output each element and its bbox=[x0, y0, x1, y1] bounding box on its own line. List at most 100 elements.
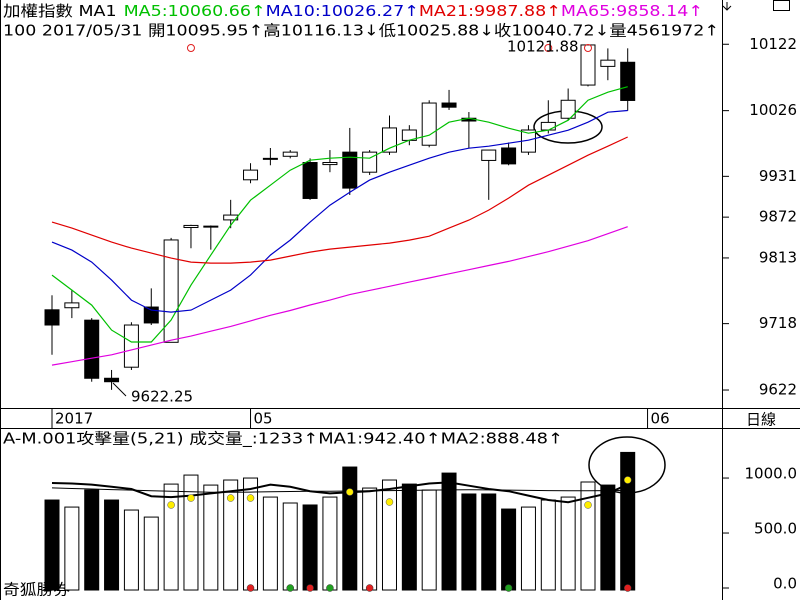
signal-dot bbox=[623, 584, 632, 592]
candle-body bbox=[322, 162, 338, 166]
signal-dot bbox=[504, 584, 513, 592]
candle-body bbox=[481, 149, 497, 161]
volume-bar bbox=[421, 489, 437, 591]
volume-bar bbox=[461, 493, 477, 591]
y-tick-label: 9718 bbox=[759, 314, 797, 332]
ma-line bbox=[51, 86, 628, 343]
volume-bar bbox=[262, 496, 278, 591]
footer-note: 奇狐勝券 bbox=[3, 581, 70, 599]
candle-body bbox=[381, 127, 397, 153]
candle-body bbox=[84, 319, 100, 379]
volume-bar bbox=[223, 479, 239, 591]
volume-bar bbox=[441, 472, 457, 591]
volume-bar bbox=[620, 451, 636, 591]
legend-title: 加權指數 MA1 bbox=[3, 2, 117, 20]
signal-marker bbox=[584, 44, 593, 52]
legend-entry: MA10:10026.27↑ bbox=[266, 2, 419, 20]
candle-body bbox=[223, 214, 239, 221]
y-tick-label: 9872 bbox=[759, 208, 797, 226]
indicator-dot bbox=[246, 494, 255, 502]
ma-line bbox=[51, 226, 628, 366]
quote-info: 100 2017/05/31 開10095.95↑高10116.13↓低1002… bbox=[3, 22, 719, 40]
window-button[interactable] bbox=[773, 0, 790, 11]
candle-body bbox=[362, 151, 378, 173]
candle-body bbox=[580, 44, 596, 86]
candle-body bbox=[262, 157, 278, 160]
volume-bar bbox=[401, 483, 417, 591]
y-tick-label: 9813 bbox=[759, 248, 797, 266]
legend-entry: MA5:10060.66↑ bbox=[124, 2, 266, 20]
candle-body bbox=[104, 377, 120, 383]
candle-body bbox=[123, 324, 139, 368]
indicator-dot bbox=[167, 501, 175, 509]
volume-bar bbox=[84, 489, 100, 591]
indicator-dot bbox=[346, 488, 354, 496]
x-tick-label: 2017 bbox=[55, 410, 93, 428]
indicator-dot bbox=[187, 494, 195, 502]
volume-bar bbox=[362, 487, 378, 591]
x-tick-label: 05 bbox=[254, 410, 273, 428]
ma-line bbox=[51, 109, 628, 313]
volume-bar bbox=[560, 496, 576, 591]
volume-bar bbox=[104, 499, 120, 591]
candle-body bbox=[501, 147, 517, 165]
volume-title: A-M.001攻擊量(5,21) 成交量_:1233↑MA1:942.40↑MA… bbox=[3, 430, 563, 449]
low-annotation: 9622.25 bbox=[131, 388, 193, 406]
ma-line bbox=[51, 487, 628, 493]
candle-body bbox=[560, 99, 576, 119]
ma-line bbox=[51, 136, 628, 264]
x-tick-label: 06 bbox=[651, 410, 670, 428]
candle-body bbox=[183, 224, 199, 229]
volume-bar bbox=[163, 483, 179, 591]
period-label: 日線 bbox=[746, 411, 776, 429]
volume-bar bbox=[123, 509, 139, 591]
signal-dot bbox=[246, 584, 255, 592]
indicator-dot bbox=[623, 476, 632, 484]
indicator-dot bbox=[584, 501, 592, 509]
volume-bar bbox=[580, 481, 596, 591]
signal-dot bbox=[326, 584, 334, 592]
candle-body bbox=[342, 151, 358, 189]
y-tick-label: 0.0 bbox=[773, 575, 797, 593]
ma-line bbox=[51, 481, 629, 504]
volume-bar bbox=[481, 493, 497, 591]
candle-body bbox=[421, 102, 437, 146]
candle-body bbox=[64, 302, 80, 309]
y-tick-label: 9931 bbox=[759, 167, 797, 185]
volume-bar bbox=[381, 479, 397, 591]
volume-bar bbox=[143, 516, 159, 591]
indicator-dot bbox=[226, 494, 235, 502]
volume-bar bbox=[282, 502, 298, 591]
candle-body bbox=[44, 309, 60, 326]
indicator-dot bbox=[385, 498, 394, 506]
volume-bar bbox=[520, 506, 536, 591]
y-tick-label: 1000.0 bbox=[745, 465, 798, 483]
scroll-icon[interactable] bbox=[722, 2, 732, 11]
volume-bar bbox=[183, 474, 199, 591]
legend: 加權指數 MA1 MA5:10060.66↑ MA10:10026.27↑ MA21:… bbox=[3, 2, 703, 20]
volume-bar bbox=[501, 508, 517, 591]
volume-bar bbox=[64, 506, 80, 591]
candle-body bbox=[243, 169, 259, 181]
y-tick-label: 10122 bbox=[749, 35, 797, 53]
volume-bar bbox=[540, 499, 556, 591]
signal-marker bbox=[544, 44, 553, 52]
candle-body bbox=[600, 59, 616, 67]
volume-bar bbox=[342, 466, 358, 591]
candle-body bbox=[203, 225, 219, 228]
volume-bar bbox=[600, 484, 616, 591]
candle-body bbox=[441, 102, 457, 108]
candle-body bbox=[163, 239, 179, 343]
high-annotation: 10121.88 bbox=[507, 38, 579, 56]
signal-dot bbox=[306, 584, 314, 592]
signal-dot bbox=[286, 584, 294, 592]
signal-dot bbox=[365, 584, 374, 592]
signal-marker bbox=[186, 44, 195, 52]
y-tick-label: 9622 bbox=[759, 381, 797, 399]
candle-body bbox=[282, 151, 298, 157]
y-tick-label: 500.0 bbox=[754, 520, 797, 538]
volume-bar bbox=[322, 496, 338, 591]
